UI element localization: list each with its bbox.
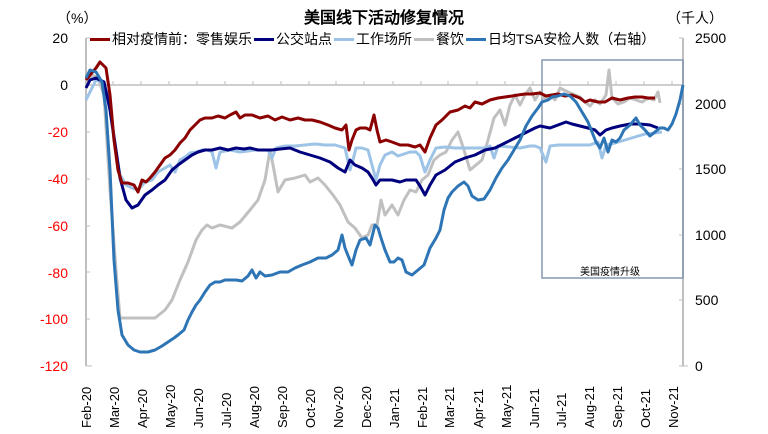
- right-tick-2000: 2000: [695, 96, 727, 112]
- series-workplace: [84, 78, 663, 192]
- x-tick-apr21: Apr-21: [471, 388, 486, 428]
- left-tick-neg100: -100: [39, 311, 68, 327]
- left-axis-unit: （%）: [57, 10, 98, 26]
- right-tick-1500: 1500: [695, 161, 727, 177]
- annotation-label: 美国疫情升级: [580, 267, 640, 278]
- x-tick-apr20: Apr-20: [135, 388, 150, 428]
- legend-item-dining: 餐饮: [414, 29, 464, 49]
- series-dining: [84, 68, 662, 320]
- left-tick-0: 0: [60, 77, 68, 93]
- x-tick-mar21: Mar-21: [442, 386, 457, 428]
- legend-item-workplace: 工作场所: [334, 29, 412, 49]
- legend-label-retail: 相对疫情前：零售娱乐: [112, 31, 252, 47]
- x-tick-may21: May-21: [499, 384, 514, 428]
- legend-swatch-transit: [254, 37, 274, 41]
- x-axis-ticks: [112, 81, 673, 85]
- x-tick-aug21: Aug-21: [582, 386, 597, 428]
- right-tick-2500: 2500: [695, 30, 727, 46]
- right-tick-0: 0: [695, 358, 703, 374]
- right-tick-500: 500: [695, 292, 719, 308]
- annotation-box: [541, 59, 684, 279]
- x-tick-feb20: Feb-20: [79, 386, 94, 428]
- legend-label-transit: 公交站点: [276, 31, 332, 47]
- x-tick-dec20: Dec-20: [359, 386, 374, 428]
- legend: 相对疫情前：零售娱乐 公交站点 工作场所 餐饮 日均TSA安检人数（右轴）: [90, 29, 657, 49]
- legend-label-workplace: 工作场所: [356, 31, 412, 47]
- left-tick-neg20: -20: [47, 124, 68, 140]
- x-tick-sep21: Sep-21: [610, 386, 625, 428]
- x-tick-oct21: Oct-21: [638, 388, 653, 428]
- left-tick-neg120: -120: [39, 358, 68, 374]
- x-tick-aug20: Aug-20: [247, 386, 262, 428]
- x-tick-jul21: Jul-21: [554, 392, 569, 428]
- x-tick-jun21: Jun-21: [527, 388, 542, 428]
- legend-item-tsa: 日均TSA安检人数（右轴）: [466, 29, 655, 49]
- left-tick-20: 20: [52, 30, 68, 46]
- series-transit: [84, 76, 659, 210]
- x-tick-may20: May-20: [163, 384, 178, 428]
- x-tick-nov20: Nov-20: [331, 386, 346, 428]
- x-tick-mar20: Mar-20: [107, 386, 122, 428]
- x-tick-oct20: Oct-20: [303, 388, 318, 428]
- legend-label-tsa: 日均TSA安检人数（右轴）: [488, 31, 656, 47]
- legend-item-transit: 公交站点: [254, 29, 332, 49]
- x-tick-sep20: Sep-20: [275, 386, 290, 428]
- x-tick-nov21: Nov-21: [666, 386, 681, 428]
- x-tick-jul20: Jul-20: [219, 392, 234, 428]
- series-tsa: [84, 68, 685, 354]
- x-tick-jun20: Jun-20: [191, 388, 206, 428]
- x-tick-feb21: Feb-21: [415, 386, 430, 428]
- legend-swatch-workplace: [334, 37, 354, 41]
- series-retail: [84, 60, 655, 194]
- legend-item-retail: 相对疫情前：零售娱乐: [90, 29, 252, 49]
- legend-swatch-dining: [414, 37, 434, 41]
- right-tick-1000: 1000: [695, 227, 727, 243]
- left-tick-neg40: -40: [47, 171, 68, 187]
- right-axis-unit: （千人）: [667, 10, 723, 26]
- chart-title: 美国线下活动修复情况: [303, 10, 464, 27]
- legend-swatch-tsa: [466, 37, 486, 41]
- legend-label-dining: 餐饮: [436, 31, 464, 47]
- x-tick-jan21: Jan-21: [387, 388, 402, 428]
- left-tick-neg60: -60: [47, 218, 68, 234]
- left-tick-neg80: -80: [47, 265, 68, 281]
- legend-swatch-retail: [90, 37, 110, 41]
